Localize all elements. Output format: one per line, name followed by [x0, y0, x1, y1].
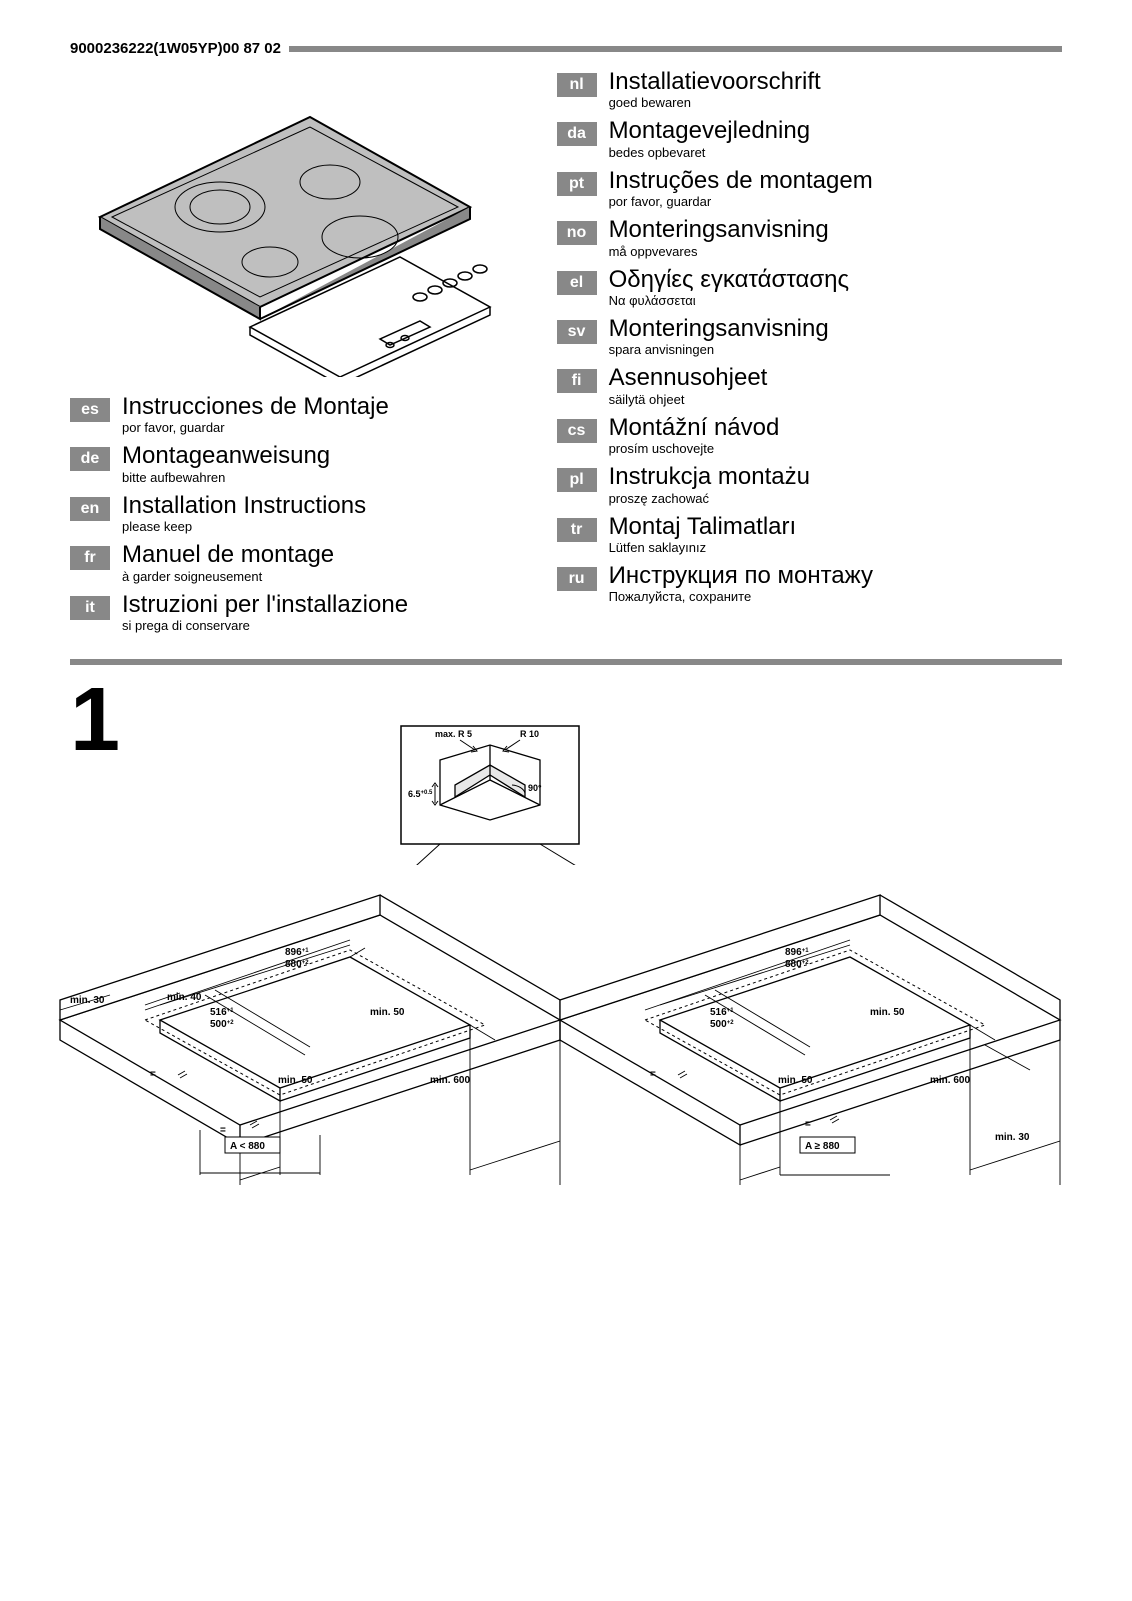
lang-badge-ru: ru: [557, 567, 597, 591]
lang-title-en: Installation Instructions: [122, 493, 537, 519]
lang-sub-da: bedes opbevaret: [609, 145, 1062, 160]
lang-sub-no: må oppvevares: [609, 244, 1062, 259]
svg-text:=: =: [150, 1069, 156, 1080]
svg-text:min. 40: min. 40: [167, 992, 202, 1003]
lang-row-el: el Οδηγίες εγκατάστασηςΝα φυλάσσεται: [557, 265, 1062, 310]
lang-sub-sv: spara anvisningen: [609, 342, 1062, 357]
svg-text:min. 600: min. 600: [930, 1075, 970, 1086]
lang-badge-cs: cs: [557, 419, 597, 443]
lang-title-el: Οδηγίες εγκατάστασης: [609, 267, 1062, 293]
lang-title-no: Monteringsanvisning: [609, 217, 1062, 243]
lang-row-sv: sv Monteringsanvisningspara anvisningen: [557, 314, 1062, 359]
lang-row-fi: fi Asennusohjeetsäilytä ohjeet: [557, 363, 1062, 408]
svg-text:min. 30: min. 30: [995, 1132, 1030, 1143]
lang-badge-fi: fi: [557, 369, 597, 393]
lang-badge-es: es: [70, 398, 110, 422]
lang-row-cs: cs Montážní návodprosím uschovejte: [557, 413, 1062, 458]
svg-text:min. 30: min. 30: [70, 995, 105, 1006]
lang-title-es: Instrucciones de Montaje: [122, 394, 537, 420]
lang-title-da: Montagevejledning: [609, 118, 1062, 144]
lang-title-sv: Monteringsanvisning: [609, 316, 1062, 342]
header-row: 9000236222(1W05YP)00 87 02: [70, 40, 1062, 57]
lang-sub-pl: proszę zachować: [609, 491, 1062, 506]
lang-row-tr: tr Montaj TalimatlarıLütfen saklayınız: [557, 512, 1062, 557]
lang-sub-it: si prega di conservare: [122, 618, 537, 633]
product-illustration: [70, 77, 500, 377]
lang-row-en: en Installation Instructionsplease keep: [70, 491, 537, 536]
lang-title-pt: Instruções de montagem: [609, 168, 1062, 194]
lang-badge-sv: sv: [557, 320, 597, 344]
lang-title-de: Montageanweisung: [122, 443, 537, 469]
lang-badge-da: da: [557, 122, 597, 146]
lang-row-es: es Instrucciones de Montajepor favor, gua…: [70, 392, 537, 437]
lang-sub-tr: Lütfen saklayınız: [609, 540, 1062, 555]
lang-title-fi: Asennusohjeet: [609, 365, 1062, 391]
lang-sub-ru: Пожалуйста, сохраните: [609, 589, 1062, 604]
svg-text:min. 600: min. 600: [430, 1075, 470, 1086]
lang-badge-en: en: [70, 497, 110, 521]
lang-sub-el: Να φυλάσσεται: [609, 293, 1062, 308]
lang-sub-fi: säilytä ohjeet: [609, 392, 1062, 407]
lang-sub-en: please keep: [122, 519, 537, 534]
lang-row-fr: fr Manuel de montageà garder soigneusemen…: [70, 540, 537, 585]
a-condition-right: A ≥ 880: [805, 1141, 840, 1152]
svg-text:min. 50: min. 50: [778, 1075, 813, 1086]
detail-angle: 90°: [528, 783, 542, 793]
lang-badge-tr: tr: [557, 518, 597, 542]
figure-1: max. R 5 R 10 6.5+0.5 90°: [70, 765, 1062, 1225]
lang-sub-cs: prosím uschovejte: [609, 441, 1062, 456]
svg-text:min. 50: min. 50: [870, 1007, 905, 1018]
lang-sub-pt: por favor, guardar: [609, 194, 1062, 209]
lang-title-cs: Montážní návod: [609, 415, 1062, 441]
lang-row-no: no Monteringsanvisningmå oppvevares: [557, 215, 1062, 260]
lang-sub-de: bitte aufbewahren: [122, 470, 537, 485]
lang-row-da: da Montagevejledningbedes opbevaret: [557, 116, 1062, 161]
lang-badge-pt: pt: [557, 172, 597, 196]
cutout-diagram-right: 896+1 880+2 516+1 500+2 min. 50 min. 50 …: [550, 845, 1070, 1225]
lang-badge-pl: pl: [557, 468, 597, 492]
lang-title-it: Istruzioni per l'installazione: [122, 592, 537, 618]
lang-row-pl: pl Instrukcja montażuproszę zachować: [557, 462, 1062, 507]
detail-r10: R 10: [520, 729, 539, 739]
lang-sub-nl: goed bewaren: [609, 95, 1062, 110]
language-section: esInstrucciones de Montajepor favor, gua…: [70, 67, 1062, 639]
svg-text:min. 50: min. 50: [278, 1075, 313, 1086]
lang-title-tr: Montaj Talimatları: [609, 514, 1062, 540]
svg-text:=: =: [220, 1125, 226, 1136]
lang-title-pl: Instrukcja montażu: [609, 464, 1062, 490]
lang-badge-de: de: [70, 447, 110, 471]
lang-title-fr: Manuel de montage: [122, 542, 537, 568]
cutout-diagram-left: 896+1 880+2 516+1 500+2 min. 30 min. 40 …: [50, 845, 570, 1225]
lang-sub-fr: à garder soigneusement: [122, 569, 537, 584]
lang-badge-fr: fr: [70, 546, 110, 570]
a-condition-left: A < 880: [230, 1141, 265, 1152]
svg-text:min. 50: min. 50: [370, 1007, 405, 1018]
lang-badge-it: it: [70, 596, 110, 620]
lang-title-nl: Installatievoorschrift: [609, 69, 1062, 95]
left-column: es Instrucciones de Montajepor favor, gua…: [70, 67, 537, 639]
lang-row-ru: ru Инструкция по монтажуПожалуйста, сохра…: [557, 561, 1062, 606]
lang-sub-es: por favor, guardar: [122, 420, 537, 435]
lang-row-nl: nl Installatievoorschriftgoed bewaren: [557, 67, 1062, 112]
document-id: 9000236222(1W05YP)00 87 02: [70, 40, 281, 57]
right-column: nl Installatievoorschriftgoed bewaren da Mo…: [557, 67, 1062, 639]
lang-badge-no: no: [557, 221, 597, 245]
lang-badge-el: el: [557, 271, 597, 295]
lang-row-de: de Montageanweisungbitte aufbewahren: [70, 441, 537, 486]
svg-text:=: =: [805, 1119, 811, 1130]
lang-title-ru: Инструкция по монтажу: [609, 563, 1062, 589]
lang-row-pt: pt Instruções de montagempor favor, guard…: [557, 166, 1062, 211]
section-divider: [70, 659, 1062, 665]
svg-text:=: =: [650, 1069, 656, 1080]
detail-maxr: max. R 5: [435, 729, 472, 739]
corner-detail-inset: max. R 5 R 10 6.5+0.5 90°: [400, 725, 580, 865]
lang-row-it: it Istruzioni per l'installazionesi prega…: [70, 590, 537, 635]
lang-badge-nl: nl: [557, 73, 597, 97]
header-divider: [289, 46, 1062, 52]
